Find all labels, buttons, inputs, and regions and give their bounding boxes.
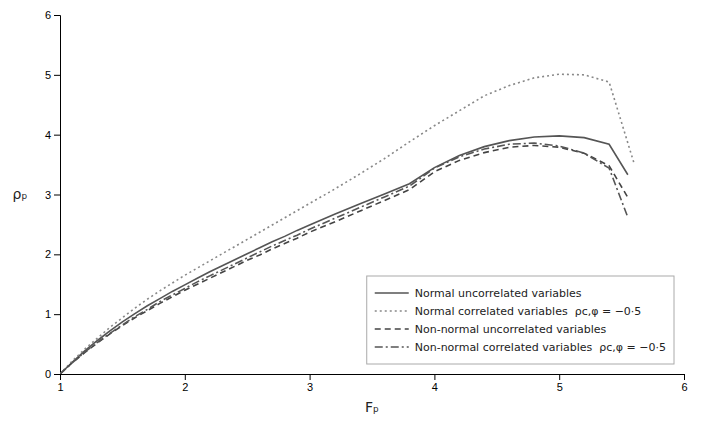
tick: 4 [45,129,60,141]
tick-mark [684,374,685,380]
tick-label: 3 [45,189,51,201]
tick-label: 2 [182,381,188,393]
tick: 2 [45,248,60,260]
tick-mark [54,374,60,375]
tick-label: 2 [45,248,51,260]
tick-mark [185,374,186,380]
x-axis-title: Fₚ [365,399,379,415]
tick-label: 5 [557,381,563,393]
x-axis: 1 2 3 4 5 6 [57,374,687,393]
tick-mark [559,374,560,380]
tick: 5 [557,374,563,393]
tick-label: 5 [45,69,51,81]
tick: 2 [182,374,188,393]
legend-swatch [375,310,409,312]
tick-label: 4 [45,129,51,141]
tick: 4 [432,374,438,393]
tick-mark [54,195,60,196]
lines [60,74,634,374]
tick: 1 [45,308,60,320]
tick: 0 [45,368,60,380]
chart: 1234560123456Normal uncorrelated variabl… [0,0,704,424]
tick: 3 [307,374,313,393]
axis-line [54,16,61,375]
tick-mark [54,75,60,76]
tick-mark [310,374,311,380]
series-line [60,74,634,374]
tick-mark [54,254,60,255]
legend-frame [367,276,674,364]
legend-label: Normal correlated variables ρc,φ = −0·5 [415,305,642,318]
y-axis: 0 1 2 3 4 5 6 [45,9,61,380]
tick-label: 0 [45,368,51,380]
tick-mark [54,135,60,136]
tick-label: 6 [45,9,51,21]
legend-swatch [375,292,409,294]
plot: 1234560123456Normal uncorrelated variabl… [45,9,688,393]
tick-label: 3 [307,381,313,393]
tick: 3 [45,189,60,201]
legend-label: Non-normal correlated variables ρc,φ = −… [415,341,666,354]
tick: 1 [57,374,63,393]
legend-label: Non-normal uncorrelated variables [415,323,607,336]
tick-label: 4 [432,381,438,393]
legend-swatch [375,346,409,348]
legend-label: Normal uncorrelated variables [415,287,582,300]
tick-label: 1 [45,308,51,320]
legend-swatch [375,328,409,330]
tick-mark [54,15,60,16]
legend: Normal uncorrelated variables Normal corr… [367,276,674,364]
tick-label: 6 [681,381,687,393]
axis-line [61,375,685,381]
tick: 6 [681,374,687,393]
y-axis-title: ρₚ [13,186,28,202]
tick: 6 [45,9,60,21]
tick-label: 1 [57,381,63,393]
tick-mark [54,314,60,315]
tick: 5 [45,69,60,81]
tick-mark [434,374,435,380]
